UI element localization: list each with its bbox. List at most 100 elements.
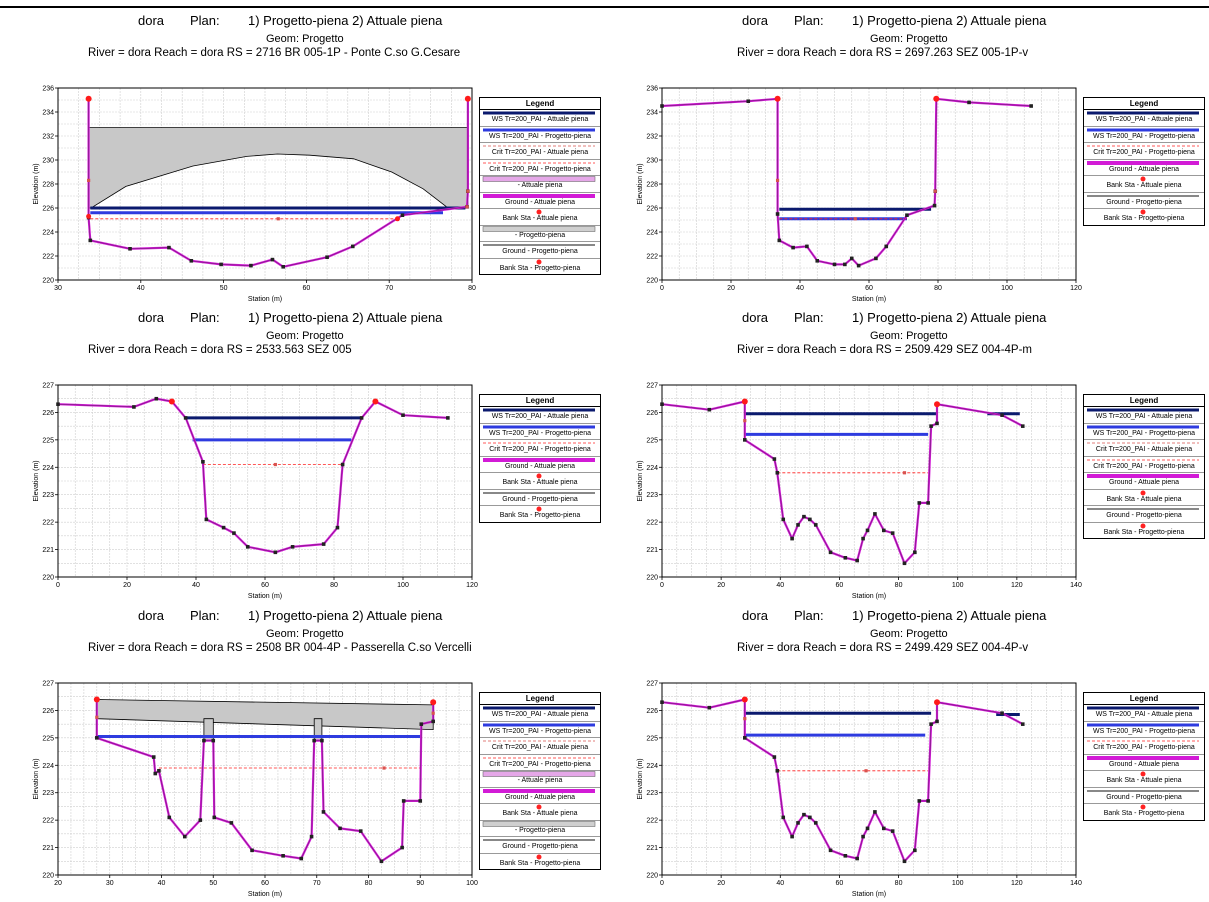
legend-label: Ground - Attuale piena — [1108, 479, 1180, 486]
legend-label: Ground - Progetto-piena — [1106, 198, 1182, 206]
legend-label: - Progetto-piena — [514, 826, 566, 834]
legend-box — [482, 820, 596, 827]
marker-point — [276, 217, 280, 221]
ground-point — [249, 263, 253, 268]
ground-point — [796, 821, 800, 825]
y-tick-label: 221 — [42, 845, 54, 852]
legend-label: Bank Sta - Progetto-piena — [1103, 528, 1185, 536]
legend-dot — [1140, 804, 1146, 810]
ground-point — [1000, 413, 1004, 417]
ground-point — [320, 738, 324, 743]
marker-point — [743, 419, 747, 423]
legend-label: WS Tr=200_PAI - Progetto-piena — [488, 429, 591, 437]
legend-dot — [536, 506, 542, 512]
x-tick-label: 60 — [836, 880, 844, 887]
ground-point — [772, 755, 777, 759]
ground-point — [808, 815, 812, 820]
ground-point — [273, 550, 278, 555]
legend-item: Ground - Attuale piena — [1084, 755, 1204, 771]
x-tick-label: 20 — [717, 880, 725, 887]
legend-item: Crit Tr=200_PAI - Attuale piena — [480, 143, 600, 160]
ground-point — [855, 558, 859, 563]
ground-point — [884, 244, 889, 249]
ground-point — [772, 457, 777, 461]
chart-header: dora Plan: 1) Progetto-piena 2) Attuale pi… — [604, 605, 1204, 665]
legend-symbol — [483, 740, 595, 742]
y-tick-label: 234 — [42, 110, 54, 117]
ground-point — [419, 722, 424, 726]
ground-point — [865, 528, 870, 533]
ground-point — [873, 512, 877, 516]
legend-label: Bank Sta - Progetto-piena — [1103, 810, 1185, 817]
legend-symbol — [482, 820, 596, 827]
legend-symbol — [483, 442, 595, 444]
ground-point — [418, 799, 423, 803]
legend-dot — [1140, 523, 1146, 528]
marker-point — [95, 715, 99, 719]
legend-symbol — [1087, 160, 1199, 165]
legend-item: Ground - Progetto-piena — [480, 242, 600, 259]
ground-point — [902, 859, 907, 864]
chart-title-plans: 1) Progetto-piena 2) Attuale piena — [248, 13, 443, 28]
y-tick-label: 222 — [42, 254, 54, 261]
ground-point — [926, 799, 930, 803]
y-tick-label: 223 — [646, 790, 658, 797]
ground-point — [151, 755, 156, 759]
legend-symbol — [1087, 706, 1199, 710]
ground-point — [843, 262, 847, 267]
x-axis-label: Station (m) — [852, 593, 886, 600]
section-panel: dora Plan: 1) Progetto-piena 2) Attuale pi… — [604, 10, 1205, 307]
legend-item: Crit Tr=200_PAI - Attuale piena — [1084, 440, 1204, 457]
legend-symbol — [483, 706, 595, 710]
ground-point — [340, 462, 345, 467]
chart-title-river: dora — [138, 310, 165, 325]
ground-point — [321, 542, 326, 546]
legend-label: WS Tr=200_PAI - Attuale piena — [1095, 413, 1193, 420]
ground-point — [95, 736, 99, 740]
y-tick-label: 220 — [42, 873, 54, 880]
legend-dot — [1140, 490, 1146, 495]
chart-title-plan-label: Plan: — [794, 608, 824, 623]
x-axis-label: Station (m) — [248, 891, 282, 898]
chart-svg: 30 40 50 60 70 80 220 222 224 226 228 230 232 234 236 S… — [33, 86, 476, 304]
ground-point — [881, 826, 886, 831]
ground-point — [201, 460, 205, 464]
legend-symbol — [483, 492, 595, 493]
ground-point — [204, 517, 209, 522]
legend-label: Crit Tr=200_PAI - Attuale piena — [1095, 446, 1193, 453]
y-tick-label: 220 — [646, 873, 658, 880]
ground-point — [796, 523, 800, 527]
legend-dot — [536, 209, 542, 215]
legend-item: Ground - Progetto-piena — [1084, 193, 1204, 209]
plot-frame — [661, 384, 1077, 578]
chart-header: dora Plan: 1) Progetto-piena 2) Attuale pi… — [0, 10, 600, 70]
ground-point — [167, 245, 171, 250]
ground-point — [813, 523, 818, 527]
ground-point — [219, 262, 223, 267]
ground-point — [790, 834, 794, 839]
bank-sta-point — [741, 398, 748, 405]
chart-geom: Geom: Progetto — [266, 330, 344, 342]
marker-point — [465, 205, 469, 209]
legend-label: - Progetto-piena — [514, 231, 566, 239]
x-tick-label: 50 — [220, 285, 228, 292]
y-tick-label: 224 — [42, 763, 54, 770]
x-tick-label: 70 — [313, 880, 321, 887]
y-tick-label: 228 — [646, 182, 658, 189]
ground-point — [917, 501, 922, 505]
ground-point — [189, 259, 194, 263]
ground-point — [890, 829, 895, 833]
chart-location: River = dora Reach = dora RS = 2697.263 … — [737, 47, 1029, 59]
ground-point — [325, 255, 329, 259]
legend-item: Bank Sta - Attuale piena — [1084, 771, 1204, 788]
marker-point — [743, 717, 747, 721]
ground-point — [855, 856, 859, 861]
legend-item: Crit Tr=200_PAI - Progetto-piena — [480, 440, 600, 457]
ground-point — [905, 213, 909, 217]
x-tick-label: 120 — [1011, 880, 1023, 887]
ground-point — [874, 256, 878, 261]
chart-title-river: dora — [742, 310, 769, 325]
x-tick-label: 60 — [303, 285, 311, 292]
ground-point — [157, 768, 161, 773]
chart-title-plans: 1) Progetto-piena 2) Attuale piena — [852, 13, 1047, 28]
